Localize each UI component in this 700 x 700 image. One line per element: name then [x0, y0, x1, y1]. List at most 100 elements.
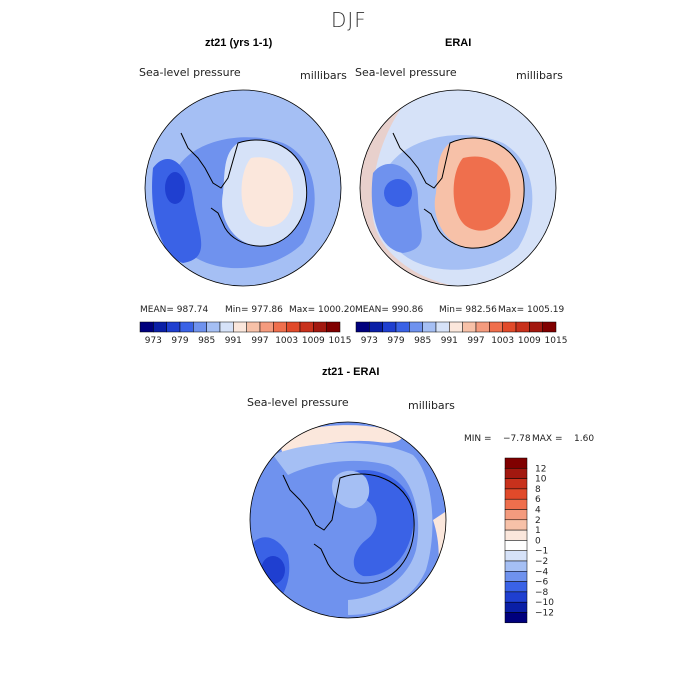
colorbar-swatch [273, 321, 287, 333]
colorbar-swatch [219, 321, 234, 333]
colorbar-swatch [504, 612, 528, 624]
colorbar-tick-label: 979 [387, 336, 404, 346]
colorbar-swatch [504, 519, 528, 531]
colorbar-swatch [504, 571, 528, 582]
colorbar-tick-label: −1 [535, 547, 548, 557]
neutral-band [273, 442, 433, 615]
colorbar-swatch [313, 321, 327, 333]
negative-anomaly-core [261, 556, 285, 584]
colorbar-swatch [139, 321, 154, 333]
panel-1-title: zt21 (yrs 1-1) [205, 37, 273, 49]
figure-title: DJF [331, 8, 367, 32]
colorbar-tick-label: 991 [225, 336, 242, 346]
colorbar-swatch [369, 321, 383, 333]
coastline [282, 473, 415, 584]
colorbar-tick-label: 979 [171, 336, 188, 346]
colorbar-swatch [504, 540, 528, 551]
colorbar-swatch [504, 581, 528, 593]
map-outline [249, 421, 447, 619]
colorbar-swatch [504, 488, 528, 500]
colorbar-swatch [259, 321, 274, 333]
colorbar-swatch [504, 529, 528, 541]
low-pressure-trough [152, 159, 202, 263]
colorbar-swatch [504, 468, 528, 479]
colorbar-tick-label: −2 [535, 557, 548, 567]
difference-min-label: MIN = [464, 434, 492, 444]
difference-min-value: −7.78 [503, 434, 531, 444]
low-pressure-core [165, 172, 185, 204]
colorbar-swatch [515, 321, 530, 333]
panel-2-max: Max= 1005.19 [498, 305, 565, 315]
colorbar-swatch [422, 321, 437, 333]
colorbar-tick-label: 1015 [545, 336, 568, 346]
colorbar-swatch [299, 321, 314, 333]
map-outline [359, 89, 557, 287]
difference-title: zt21 - ERAI [322, 366, 380, 378]
colorbar-swatch [504, 478, 528, 490]
colorbar-tick-label: 8 [535, 485, 541, 495]
colorbar-tick-label: 0 [535, 536, 541, 546]
antarctica-field [332, 470, 370, 509]
panel-2-title: ERAI [445, 37, 472, 49]
colorbar-tick-label: 985 [198, 336, 215, 346]
panel-1-max: Max= 1000.20 [289, 305, 356, 315]
colorbar-swatch [206, 321, 221, 333]
panel-1-mean: MEAN= 987.74 [140, 305, 209, 315]
colorbar-tick-label: 973 [361, 336, 378, 346]
colorbar-tick-label: 1003 [275, 336, 298, 346]
colorbar-swatch [395, 321, 410, 333]
colorbar-swatch [504, 560, 528, 572]
low-pressure-core [384, 179, 412, 207]
colorbar-tick-label: 1009 [518, 336, 541, 346]
colorbar-swatch [246, 321, 261, 333]
difference-variable-label: Sea-level pressure [247, 396, 349, 409]
difference-max-value: 1.60 [574, 434, 595, 444]
panel-1-units-label: millibars [300, 69, 347, 82]
colorbar-swatch [502, 321, 517, 333]
difference-max-label: MAX = [532, 434, 563, 444]
colorbar-tick-label: 985 [414, 336, 431, 346]
colorbar-tick-label: 997 [467, 336, 484, 346]
colorbar-tick-label: 2 [535, 516, 541, 526]
colorbar-swatch [153, 321, 167, 333]
panel-2-polar-map [359, 89, 557, 287]
colorbar-swatch [529, 321, 543, 333]
colorbar-swatch [449, 321, 463, 333]
coastline [392, 132, 525, 249]
colorbar-swatch [504, 457, 528, 469]
colorbar-swatch [409, 321, 423, 333]
panel-1-variable-label: Sea-level pressure [139, 66, 241, 79]
colorbar-swatch [435, 321, 450, 333]
colorbar-tick-label: 6 [535, 495, 541, 505]
difference-polar-map [249, 421, 447, 619]
panel-1-min: Min= 977.86 [225, 305, 283, 315]
colorbar-tick-label: −4 [535, 567, 549, 577]
difference-units-label: millibars [408, 399, 455, 412]
colorbar-swatch [179, 321, 194, 333]
colorbar-tick-label: 10 [535, 475, 547, 485]
colorbar-swatch [489, 321, 503, 333]
colorbar-tick-label: −8 [535, 588, 549, 598]
panel-2-colorbar: 973 979 985 991 997 1003 1009 1015 [355, 321, 567, 346]
colorbar-swatch [233, 321, 247, 333]
panel-2-units-label: millibars [516, 69, 563, 82]
colorbar-tick-label: 973 [145, 336, 162, 346]
colorbar-swatch [326, 321, 341, 333]
colorbar-tick-label: −6 [535, 578, 549, 588]
colorbar-swatch [504, 591, 528, 603]
colorbar-swatch [286, 321, 301, 333]
colorbar-tick-label: 997 [251, 336, 268, 346]
colorbar-swatch [475, 321, 490, 333]
antarctica-high [241, 157, 294, 227]
colorbar-swatch [504, 498, 528, 510]
colorbar-tick-label: 4 [535, 506, 541, 516]
panel-1-polar-map [144, 89, 342, 287]
colorbar-swatch [193, 321, 207, 333]
colorbar-tick-label: 1003 [491, 336, 514, 346]
colorbar-tick-label: −10 [535, 598, 554, 608]
coastline [180, 132, 308, 247]
map-outline [144, 89, 342, 287]
colorbar-swatch [542, 321, 557, 333]
colorbar-swatch [504, 601, 528, 613]
